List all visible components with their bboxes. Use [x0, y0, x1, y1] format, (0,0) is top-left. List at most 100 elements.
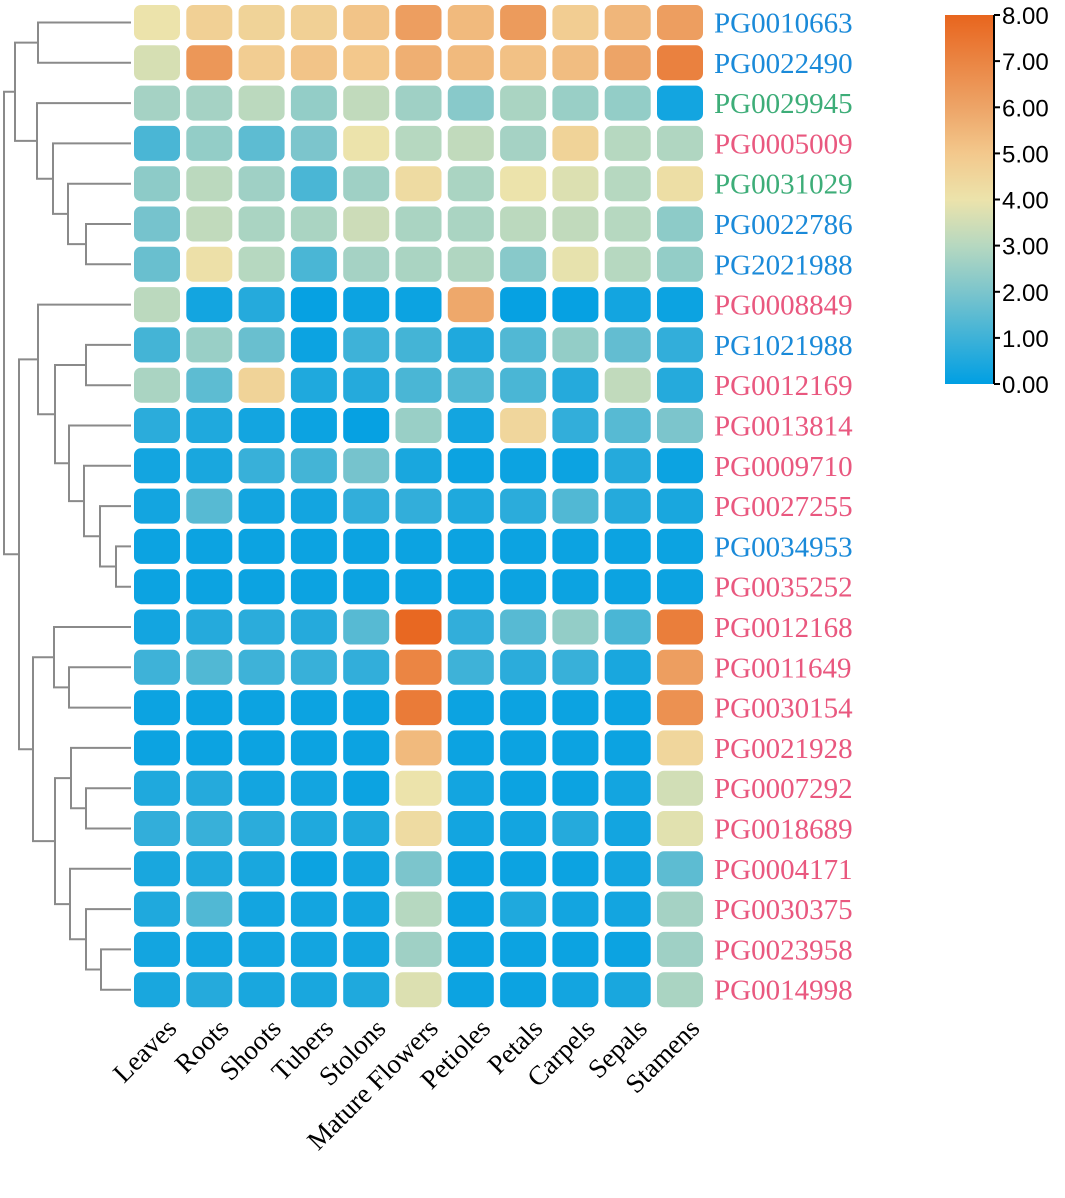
heatmap-cell	[343, 972, 390, 1008]
heatmap-cell	[343, 5, 390, 40]
heatmap-cell	[447, 609, 494, 645]
heatmap-cell	[604, 488, 651, 524]
heatmap-cell	[238, 972, 285, 1008]
heatmap-cell	[186, 649, 233, 685]
heatmap-cell	[290, 770, 337, 806]
heatmap-cell	[343, 851, 390, 887]
heatmap-cell	[657, 730, 703, 766]
heatmap-cell	[238, 166, 285, 202]
heatmap-cell	[447, 206, 494, 242]
legend-gradient-bar	[945, 15, 994, 384]
dendrogram-branch	[83, 464, 131, 538]
heatmap-cell	[447, 851, 494, 887]
heatmap-cell	[657, 569, 703, 605]
heatmap-cell	[604, 5, 651, 40]
dendrogram-branch	[53, 626, 131, 689]
heatmap-cell	[552, 609, 599, 645]
heatmap-cell	[290, 649, 337, 685]
heatmap-cell	[657, 166, 703, 202]
heatmap-cell	[447, 85, 494, 121]
heatmap-cell	[395, 367, 442, 403]
heatmap-cell	[395, 569, 442, 605]
heatmap-cell	[134, 569, 180, 605]
heatmap-cell	[552, 327, 599, 363]
heatmap-cell	[343, 488, 390, 524]
heatmap-cell	[500, 891, 547, 927]
gene-label: PG0023958	[714, 934, 853, 966]
heatmap-cell	[395, 448, 442, 484]
heatmap-cell	[343, 166, 390, 202]
heatmap-cell	[186, 287, 233, 323]
heatmap-cell	[500, 246, 547, 282]
heatmap-cell	[238, 206, 285, 242]
row-dendrogram	[3, 21, 131, 991]
heatmap-cell	[552, 690, 599, 726]
heatmap-cell	[186, 931, 233, 967]
heatmap-cell	[552, 206, 599, 242]
heatmap-cell	[134, 45, 180, 81]
heatmap-cell	[186, 528, 233, 564]
dendrogram-branch	[54, 364, 86, 465]
dendrogram-branch	[3, 90, 19, 556]
heatmap-cell	[552, 730, 599, 766]
heatmap-cell	[552, 367, 599, 403]
heatmap-cell	[186, 206, 233, 242]
heatmap-cell	[552, 569, 599, 605]
heatmap-cell	[238, 891, 285, 927]
heatmap-cell	[552, 45, 599, 81]
heatmap-cell	[604, 45, 651, 81]
heatmap-cells	[134, 5, 703, 1008]
heatmap-cell	[238, 690, 285, 726]
tissue-label: Leaves	[107, 1013, 182, 1088]
heatmap-cell	[134, 931, 180, 967]
heatmap-cell	[186, 488, 233, 524]
heatmap-cell	[134, 287, 180, 323]
gene-label: PG0004171	[714, 854, 853, 886]
heatmap-cell	[657, 448, 703, 484]
heatmap-cell	[395, 206, 442, 242]
gene-label: PG0018689	[714, 814, 853, 846]
gene-labels: PG0010663 PG0022490 PG0029945 PG0005009 PG00…	[714, 8, 853, 1007]
gene-label: PG0013814	[714, 411, 853, 443]
heatmap-cell	[186, 125, 233, 161]
heatmap-cell	[552, 851, 599, 887]
heatmap-cell	[604, 408, 651, 443]
heatmap-cell	[604, 730, 651, 766]
heatmap-cell	[134, 166, 180, 202]
heatmap-cell	[447, 891, 494, 927]
gene-label: PG0030154	[714, 693, 853, 725]
heatmap-cell	[657, 125, 703, 161]
heatmap-cell	[447, 972, 494, 1008]
heatmap-cell	[395, 166, 442, 202]
heatmap-cell	[657, 45, 703, 81]
heatmap-cell	[657, 327, 703, 363]
heatmap-cell	[238, 408, 285, 443]
gene-label: PG0012168	[714, 612, 853, 644]
heatmap-cell	[290, 125, 337, 161]
legend-tick-label: 6.00	[1002, 95, 1049, 122]
dendrogram-branch	[18, 358, 38, 751]
heatmap-cell	[447, 408, 494, 443]
heatmap-cell	[134, 448, 180, 484]
heatmap-cell	[186, 569, 233, 605]
heatmap-cell	[552, 125, 599, 161]
heatmap-cell	[657, 891, 703, 927]
dendrogram-branch	[85, 223, 131, 266]
heatmap-cell	[395, 770, 442, 806]
dendrogram-branch	[85, 908, 131, 971]
heatmap-cell	[500, 770, 547, 806]
heatmap-cell	[657, 408, 703, 443]
heatmap-cell	[238, 367, 285, 403]
heatmap-cell	[395, 85, 442, 121]
gene-label: PG2021988	[714, 249, 853, 281]
heatmap-cell	[238, 931, 285, 967]
gene-label: PG0009710	[714, 451, 853, 483]
heatmap-cell	[186, 448, 233, 484]
heatmap-cell	[186, 851, 233, 887]
heatmap-cell	[134, 85, 180, 121]
heatmap-cell	[447, 770, 494, 806]
dendrogram-branch	[85, 787, 131, 830]
heatmap-cell	[395, 327, 442, 363]
heatmap-cell	[395, 851, 442, 887]
gene-label: PG0034953	[714, 531, 853, 563]
